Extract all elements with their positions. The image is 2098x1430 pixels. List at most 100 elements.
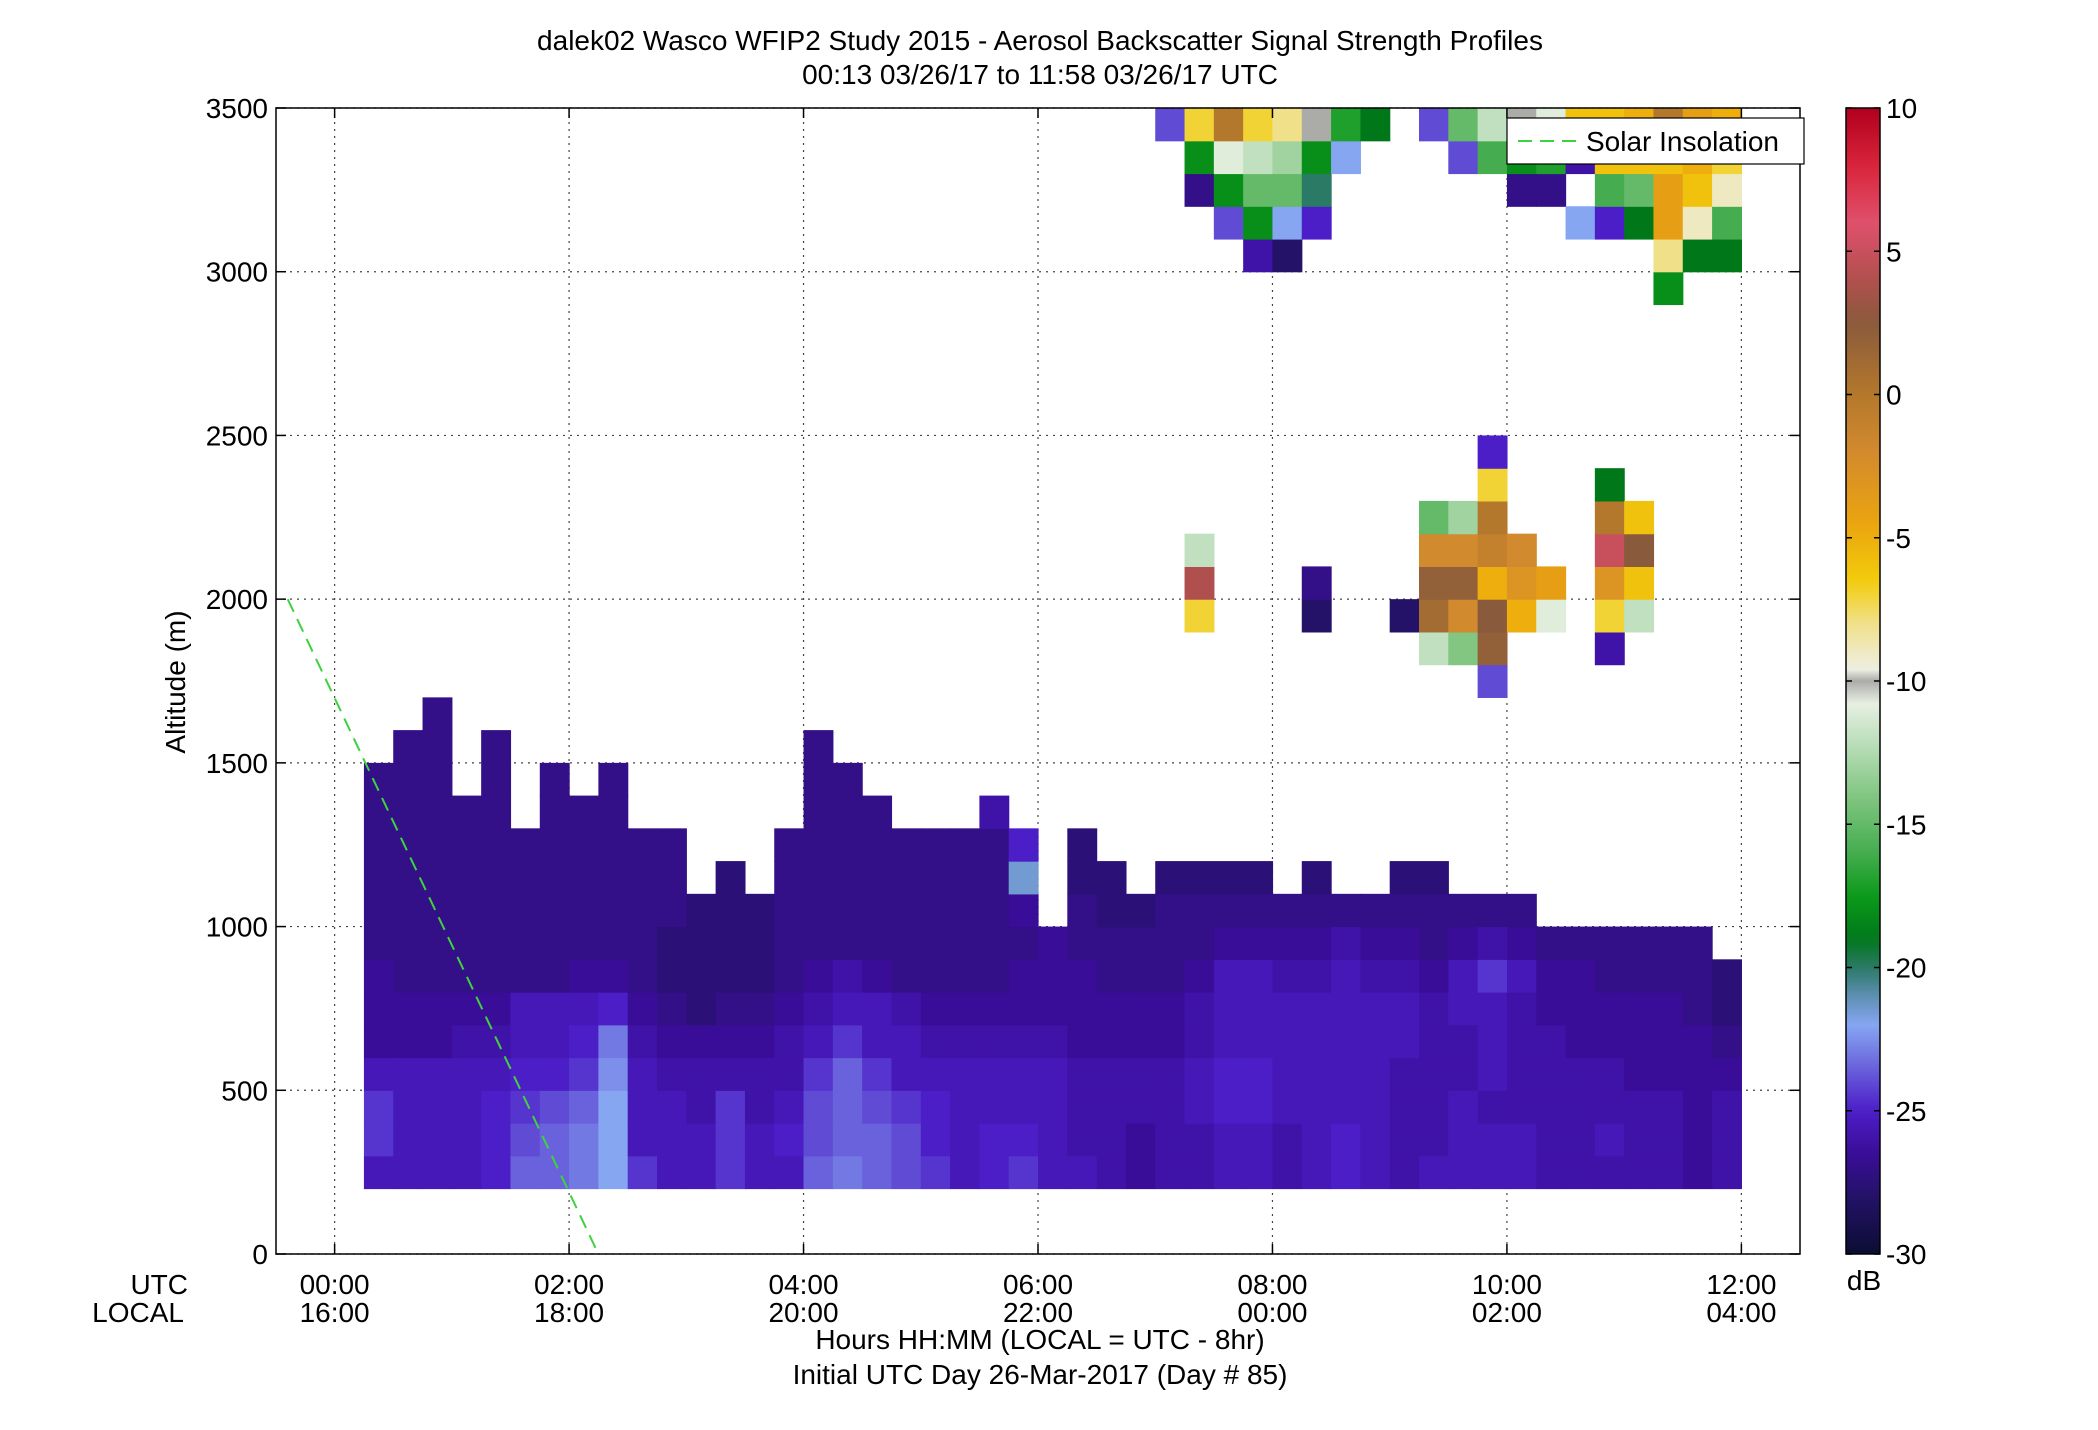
heatmap-cell [569,795,599,829]
heatmap-cell [1712,206,1742,240]
heatmap-cell [598,1155,629,1190]
x-tick-label-utc: 08:00 [1237,1269,1307,1300]
heatmap-cell [1594,173,1625,207]
heatmap-cell [451,959,482,993]
heatmap-cell [1448,140,1479,175]
heatmap-cell [1213,861,1244,895]
heatmap-cell [1389,1057,1420,1091]
heatmap-cell [803,1057,834,1091]
heatmap-cell [1184,173,1215,207]
heatmap-cell [832,893,863,928]
heatmap-cell [950,1024,980,1059]
heatmap-cell [1419,959,1449,993]
heatmap-cell [422,1090,453,1124]
heatmap-cell [1301,173,1332,207]
heatmap-cell [1477,140,1508,175]
heatmap-cell [393,1024,424,1059]
heatmap-cell [569,828,599,862]
heatmap-cell [1477,992,1508,1026]
heatmap-cell [1477,631,1508,666]
heatmap-cell [1653,926,1684,960]
heatmap-cell [539,1057,570,1091]
heatmap-cell [1477,500,1508,535]
x-tick-label-local: 18:00 [534,1297,604,1328]
heatmap-cell [1008,926,1039,960]
heatmap-cell [803,926,834,960]
heatmap-cell [1565,1155,1596,1190]
heatmap-cell [422,926,453,960]
heatmap-cell [1272,206,1303,240]
heatmap-cell [510,1155,541,1190]
heatmap-cell [481,762,512,797]
heatmap-cell [539,861,570,895]
heatmap-cell [363,926,394,960]
heatmap-cell [1594,533,1625,567]
heatmap-cell [510,828,541,862]
heatmap-cell [1419,631,1449,666]
heatmap-cell [363,992,394,1026]
heatmap-cell [1184,599,1215,633]
heatmap-cell [451,1155,482,1190]
heatmap-cell [950,1123,980,1157]
heatmap-cell [1096,1057,1127,1091]
heatmap-cell [1272,108,1303,142]
heatmap-cell [1565,926,1596,960]
heatmap-cell [832,1024,863,1059]
heatmap-cell [1184,1155,1215,1190]
heatmap-cell [1331,140,1361,175]
heatmap-cell [715,1024,746,1059]
heatmap-cell [1448,1057,1479,1091]
heatmap-cell [1419,566,1449,600]
heatmap-cell [1272,1155,1303,1190]
heatmap-cell [1155,1090,1186,1124]
heatmap-cell [803,861,834,895]
heatmap-cell [1155,1057,1186,1091]
x-axis-label-day: Initial UTC Day 26-Mar-2017 (Day # 85) [793,1359,1288,1390]
heatmap-cell [1419,1155,1449,1190]
heatmap-cell [715,1057,746,1091]
heatmap-cell [1008,1090,1039,1124]
heatmap-cell [1477,664,1508,698]
chart-title: dalek02 Wasco WFIP2 Study 2015 - Aerosol… [537,25,1543,56]
heatmap-cell [1331,108,1361,142]
heatmap-cell [1653,1024,1684,1059]
heatmap-cell [627,1155,658,1190]
heatmap-cell [1477,1024,1508,1059]
heatmap-cell [803,1024,834,1059]
heatmap-cell [1243,1123,1274,1157]
heatmap-cell [1477,533,1508,567]
heatmap-cell [393,795,424,829]
heatmap-cell [481,861,512,895]
heatmap-cell [1331,1155,1361,1190]
heatmap-cell [1272,173,1303,207]
colorbar-tick-label: -10 [1886,666,1926,697]
heatmap-cell [422,828,453,862]
heatmap-cell [1213,1155,1244,1190]
heatmap-cell [1038,1123,1068,1157]
heatmap-cell [1506,1123,1537,1157]
heatmap-cell [510,861,541,895]
heatmap-cell [1155,1123,1186,1157]
heatmap-cell [1506,566,1537,600]
heatmap-cell [1243,926,1274,960]
heatmap-cell [1682,959,1713,993]
heatmap-cell [832,828,863,862]
heatmap-cell [1008,828,1039,862]
heatmap-cell [1067,1090,1098,1124]
heatmap-cell [422,1155,453,1190]
heatmap-cell [1096,1024,1127,1059]
heatmap-cell [1448,959,1479,993]
heatmap-cell [862,992,893,1026]
heatmap-cell [481,828,512,862]
y-tick-label: 1000 [206,912,268,943]
heatmap-cell [481,992,512,1026]
heatmap-cell [1213,926,1244,960]
heatmap-cell [1565,959,1596,993]
solar-insolation-segment [286,598,600,1254]
heatmap-cell [774,861,805,895]
heatmap-cell [510,1090,541,1124]
heatmap-cell [627,1090,658,1124]
heatmap-cell [481,1057,512,1091]
